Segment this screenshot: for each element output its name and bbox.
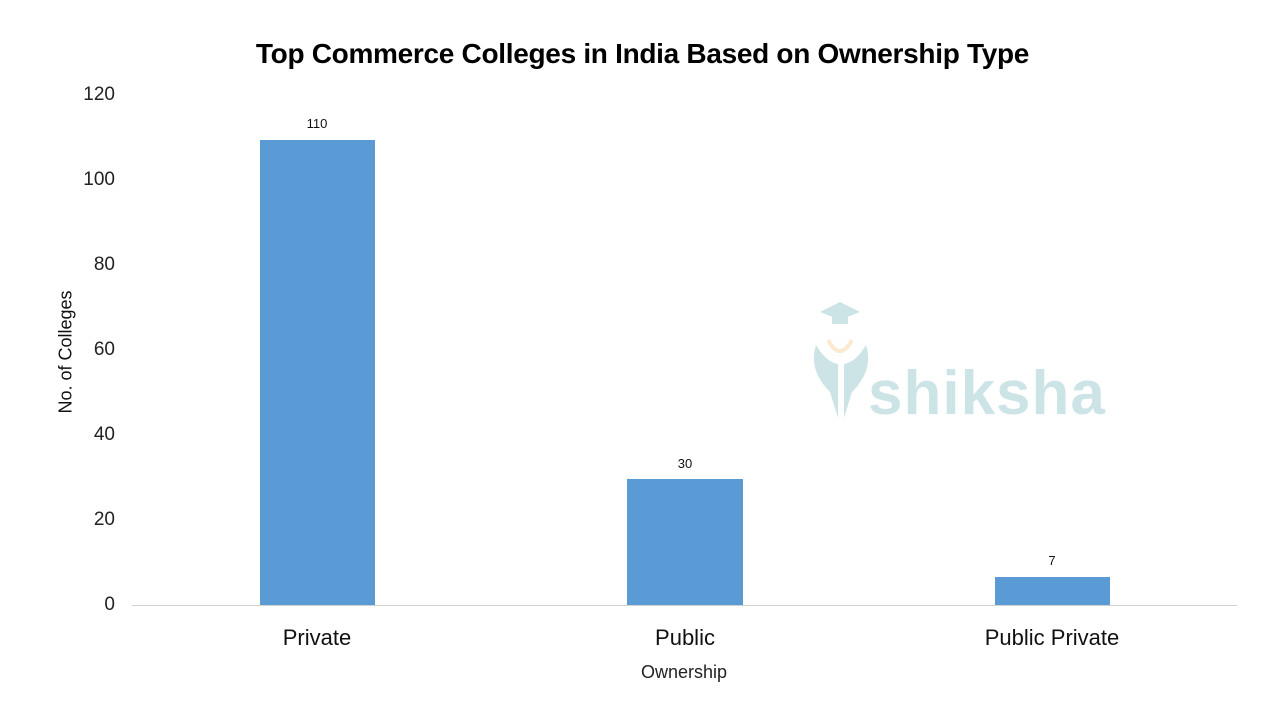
bar-label-public: 30 (677, 456, 693, 471)
watermark: shiksha (808, 300, 1105, 428)
bar-public-private (995, 576, 1110, 606)
x-axis-baseline (132, 605, 1237, 606)
x-axis-label: Ownership (640, 662, 728, 682)
bar-label-public-private: 7 (1048, 553, 1056, 568)
watermark-text: shiksha (868, 359, 1106, 428)
bar-private (260, 139, 375, 606)
x-tick-public-private: Public Private (984, 625, 1120, 650)
x-tick-private: Private (282, 625, 352, 650)
y-tick-60: 60 (93, 339, 115, 360)
y-tick-40: 40 (93, 424, 115, 445)
y-tick-20: 20 (93, 509, 115, 530)
x-tick-public: Public (655, 625, 715, 650)
y-tick-0: 0 (104, 594, 115, 615)
bar-public (627, 479, 743, 606)
graduate-cap-icon (813, 302, 869, 418)
chart-title: Top Commerce Colleges in India Based on … (255, 38, 1030, 69)
y-tick-80: 80 (93, 254, 115, 275)
bar-label-private: 110 (306, 116, 328, 131)
y-tick-100: 100 (83, 169, 115, 190)
y-tick-120: 120 (83, 84, 115, 105)
